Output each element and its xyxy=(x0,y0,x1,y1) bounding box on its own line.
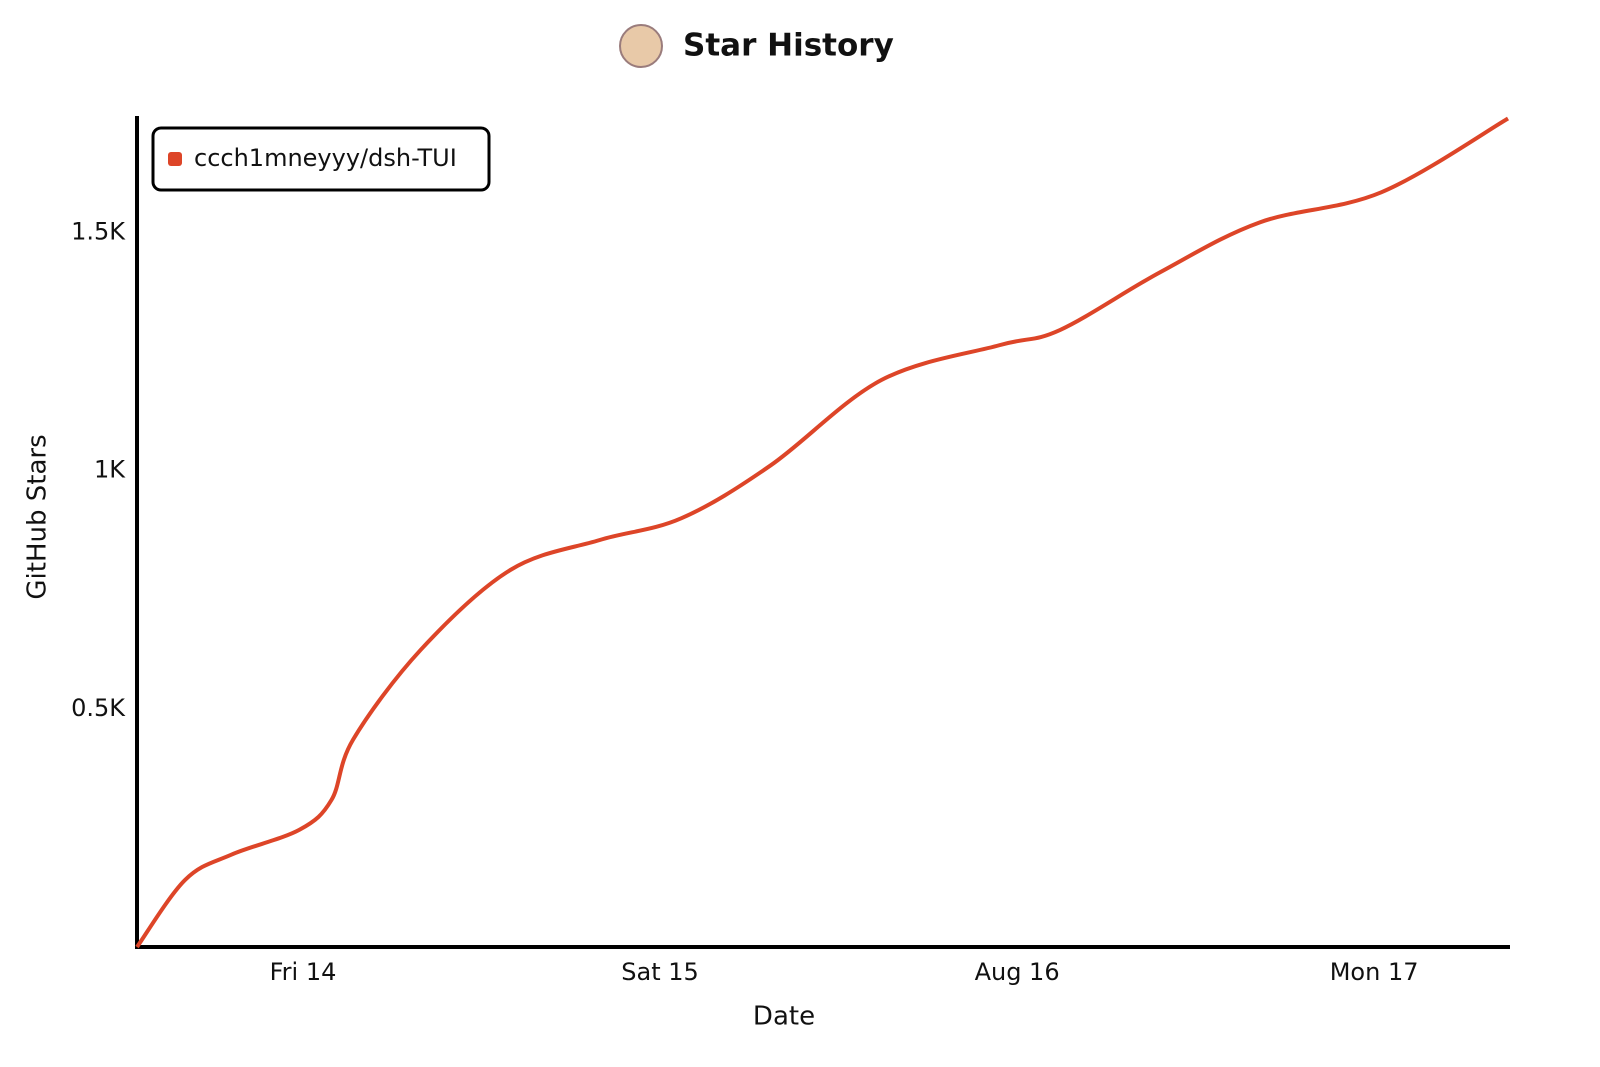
y-tick-label: 1K xyxy=(94,456,126,484)
x-tick-label: Mon 17 xyxy=(1330,958,1419,986)
x-tick-label: Aug 16 xyxy=(975,958,1060,986)
x-axis-label: Date xyxy=(753,1002,815,1032)
x-tick-label: Fri 14 xyxy=(270,958,337,986)
legend-label: ccch1mneyyy/dsh-TUI xyxy=(194,144,457,172)
legend-swatch xyxy=(168,152,182,166)
y-axis-label: GitHub Stars xyxy=(23,434,53,599)
y-tick-label: 1.5K xyxy=(71,217,126,245)
chart-title: Star History xyxy=(683,28,894,64)
legend-box xyxy=(151,126,491,192)
x-tick-label: Sat 15 xyxy=(621,958,699,986)
series-line xyxy=(135,116,1510,949)
avatar xyxy=(619,24,663,68)
y-tick-label: 0.5K xyxy=(71,694,126,722)
